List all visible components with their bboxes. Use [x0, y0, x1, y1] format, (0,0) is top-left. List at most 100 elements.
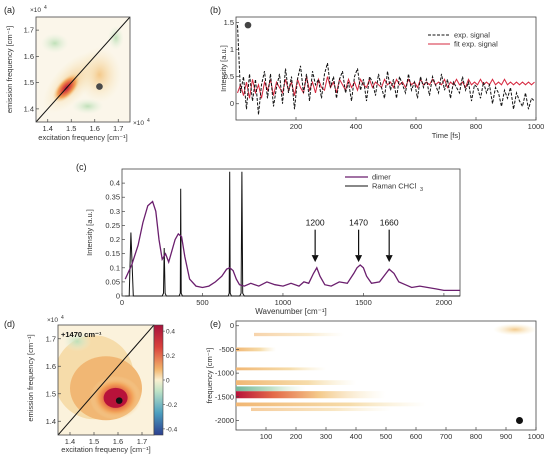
x-axis-label: Wavenumber [cm⁻¹]	[255, 307, 327, 316]
exp-signal-line	[237, 25, 535, 115]
x-tick-label: 500	[196, 298, 209, 307]
heatmap-a	[36, 17, 130, 122]
y-tick-label: 1.7	[24, 26, 34, 35]
x-axis-label: excitation frequency [cm⁻¹]	[61, 445, 150, 454]
exponent-power: 4	[44, 5, 47, 11]
heatmap-blob	[107, 26, 124, 50]
y-tick-label: 1.4	[46, 417, 56, 426]
peak-annotation: 1660	[380, 217, 399, 227]
y-tick-label: 1.5	[46, 389, 56, 398]
y-tick-label: 0.2	[110, 235, 120, 244]
y-axis-label: Intensity [a.u.]	[219, 45, 228, 92]
dimer-line	[124, 200, 460, 292]
legend-label-raman: Raman CHCl	[372, 182, 417, 191]
exponent-power: 4	[147, 118, 150, 124]
x-tick-label: 1.4	[65, 437, 75, 446]
x-tick-label: 400	[350, 122, 363, 131]
x-tick-label: 700	[440, 432, 453, 441]
x-tick-label: 1.6	[90, 124, 100, 133]
panel-tag-d: (d)	[4, 319, 15, 329]
y-tick-label: 1.4	[24, 104, 34, 113]
band-1660	[236, 402, 426, 407]
x-tick-label: 200	[290, 432, 303, 441]
band-1200	[236, 380, 356, 385]
heatmap-core	[103, 387, 128, 408]
y-tick-label: 0	[116, 292, 120, 301]
axes-frame-c	[121, 168, 461, 297]
colorbar-label: 0.2	[166, 353, 175, 360]
band-low	[254, 332, 344, 337]
legend-subscript: 3	[420, 187, 423, 193]
y-tick-label: 1	[230, 45, 234, 54]
y-tick-label: 0.05	[105, 277, 120, 286]
x-tick-label: 1.7	[137, 437, 147, 446]
raman-line	[125, 171, 460, 297]
y-tick-label: -500	[219, 345, 234, 354]
diagonal-line	[58, 325, 154, 435]
band-500	[236, 347, 276, 352]
y-tick-label: 1.6	[46, 362, 56, 371]
colorbar-label: -0.4	[166, 426, 178, 433]
inset-label: +1470 cm⁻¹	[61, 330, 102, 339]
exponent-power: 4	[61, 315, 64, 321]
y-tick-label: 0.15	[105, 249, 120, 258]
y-axis-label: frequency [cm⁻¹]	[205, 348, 214, 404]
y-tick-label: 1.7	[46, 334, 56, 343]
x-tick-label: 100	[260, 432, 273, 441]
legend-label-exp: exp. signal	[454, 31, 490, 40]
x-tick-label: 1.6	[113, 437, 123, 446]
x-tick-label: 900	[500, 432, 513, 441]
x-axis-label: Time [fs]	[432, 131, 460, 140]
axes-frame-a	[35, 16, 131, 123]
arrow-head	[385, 255, 393, 263]
x-tick-label: 1000	[528, 122, 545, 131]
x-axis-label: excitation frequency [cm⁻¹]	[38, 133, 127, 142]
y-tick-label: 0.1	[110, 263, 120, 272]
x-tick-label: 500	[380, 432, 393, 441]
y-tick-label: 0.25	[105, 221, 120, 230]
colorbar-label: 0.4	[166, 329, 175, 336]
marker-dot	[516, 417, 523, 425]
y-tick-label: 0.5	[224, 72, 234, 81]
legend-label-fit: fit exp. signal	[454, 40, 498, 49]
exponent-label: ×10	[30, 7, 41, 14]
heatmap-blob	[493, 323, 536, 336]
y-axis-label: emission frequency [cm⁻¹]	[5, 26, 14, 113]
colorbar-label: -0.2	[166, 402, 178, 409]
x-tick-label: 0	[120, 298, 124, 307]
x-tick-label: 600	[410, 432, 423, 441]
marker-dot	[115, 397, 123, 404]
exponent-label: ×10	[47, 317, 58, 324]
peak-annotation: 1470	[349, 217, 368, 227]
axes-frame-b	[235, 16, 537, 121]
x-tick-label: 200	[290, 122, 303, 131]
x-tick-label: 800	[470, 432, 483, 441]
y-tick-label: 0	[230, 321, 234, 330]
panel-tag-c: (c)	[76, 162, 87, 172]
heatmap-blob	[40, 33, 69, 54]
panel-tag-a: (a)	[4, 5, 15, 15]
x-tick-label: 1.5	[89, 437, 99, 446]
y-tick-label: -2000	[215, 416, 234, 425]
y-tick-label: 0.3	[110, 207, 120, 216]
x-tick-label: 800	[470, 122, 483, 131]
legend-label-dimer: dimer	[372, 173, 391, 182]
x-tick-label: 1000	[275, 298, 292, 307]
band-1470	[236, 391, 386, 399]
y-tick-label: -1000	[215, 369, 234, 378]
y-tick-label: 0.35	[105, 193, 120, 202]
colorbar-label: 0	[166, 378, 170, 385]
y-tick-label: 0.4	[110, 179, 120, 188]
y-tick-label: 1.6	[24, 52, 34, 61]
x-tick-label: 400	[350, 432, 363, 441]
x-tick-label: 2000	[436, 298, 453, 307]
y-axis-label: Intensity [a.u.]	[85, 209, 94, 256]
panel-tag-b: (b)	[210, 5, 221, 15]
axes-frame-e	[235, 320, 537, 431]
arrow-head	[355, 255, 363, 263]
x-tick-label: 600	[410, 122, 423, 131]
y-tick-label: 1.5	[224, 18, 234, 27]
exponent-label: ×10	[133, 120, 144, 127]
heatmap-blob	[63, 331, 92, 352]
